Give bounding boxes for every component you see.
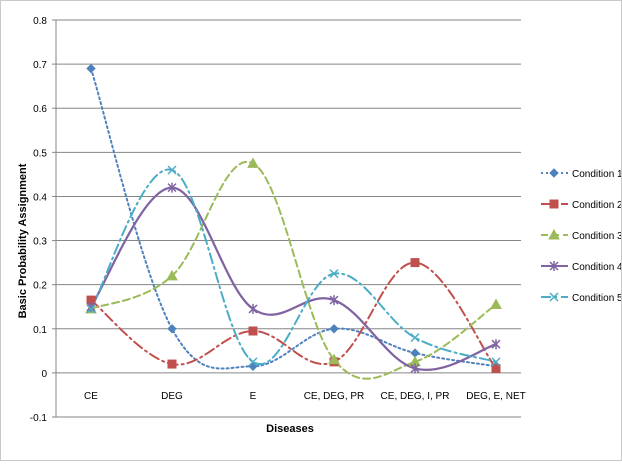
y-tick-label: 0.1 — [33, 325, 47, 336]
x-tick-labels: CE DEG E CE, DEG, PR CE, DEG, I, PR DEG, E, N… — [84, 391, 526, 402]
legend-marker-condition-3 — [548, 228, 560, 240]
series-line-condition-4 — [89, 186, 498, 371]
y-tick-label: 0.6 — [33, 104, 47, 115]
data-point-condition-5 — [167, 165, 177, 175]
data-point-condition-3 — [490, 298, 502, 310]
data-point-condition-5 — [329, 269, 339, 279]
gridlines — [52, 19, 521, 418]
y-tick-label: 0.8 — [33, 16, 47, 27]
x-axis-title: Diseases — [266, 423, 314, 435]
y-tick-label: 0.5 — [33, 148, 47, 159]
data-point-condition-1 — [167, 324, 177, 334]
data-point-condition-4 — [86, 301, 96, 312]
legend-marker-condition-2 — [549, 199, 559, 209]
legend-marker-condition-4 — [549, 261, 559, 271]
y-tick-label: 0.2 — [33, 281, 47, 292]
x-tick-label: E — [250, 391, 257, 402]
data-point-condition-5 — [491, 357, 501, 367]
y-tick-label: 0.7 — [33, 60, 47, 71]
data-point-condition-4 — [248, 303, 258, 314]
x-tick-label: CE, DEG, I, PR — [381, 391, 450, 402]
legend-label-condition-1: Condition 1 — [572, 169, 621, 180]
y-tick-label: 0 — [41, 369, 47, 380]
x-tick-label: CE — [84, 391, 98, 402]
series-line-condition-1 — [90, 67, 497, 370]
data-point-condition-5 — [248, 357, 258, 367]
y-axis-title: Basic Probability Assignment — [17, 163, 29, 318]
data-point-condition-1 — [86, 63, 96, 74]
legend-label-condition-3: Condition 3 — [572, 231, 621, 242]
data-point-condition-2 — [167, 359, 177, 369]
data-point-condition-1 — [329, 324, 339, 334]
legend-label-condition-4: Condition 4 — [572, 262, 621, 273]
y-tick-label: 0.3 — [33, 237, 47, 248]
data-point-condition-3 — [166, 269, 178, 281]
data-point-condition-4 — [329, 295, 339, 306]
x-tick-label: CE, DEG, PR — [304, 391, 365, 402]
data-point-condition-3 — [247, 157, 259, 168]
legend-label-condition-5: Condition 5 — [572, 293, 621, 304]
data-point-condition-2 — [410, 258, 420, 268]
x-tick-label: DEG, E, NET — [466, 391, 525, 402]
series-line-condition-5 — [90, 168, 497, 366]
data-point-condition-4 — [410, 363, 420, 374]
data-point-condition-5 — [410, 333, 420, 343]
data-point-condition-3 — [328, 353, 340, 365]
series-markers — [85, 63, 502, 374]
y-tick-label: 0.4 — [33, 192, 47, 203]
series-lines — [89, 67, 498, 380]
data-point-condition-2 — [248, 326, 258, 336]
legend: Condition 1 Condition 2 Condition 3 Conditi… — [541, 168, 622, 304]
legend-marker-condition-5 — [549, 292, 559, 302]
data-point-condition-4 — [491, 339, 501, 350]
data-point-condition-5 — [86, 304, 96, 314]
y-tick-labels: 0.8 0.7 0.6 0.5 0.4 0.3 0.2 0.1 0 -0.1 — [30, 16, 48, 424]
legend-marker-condition-1 — [549, 168, 559, 178]
y-tick-label: -0.1 — [30, 413, 48, 424]
data-point-condition-4 — [167, 182, 177, 193]
x-tick-label: DEG — [161, 391, 183, 402]
data-point-condition-2 — [491, 363, 501, 373]
legend-label-condition-2: Condition 2 — [572, 200, 621, 211]
